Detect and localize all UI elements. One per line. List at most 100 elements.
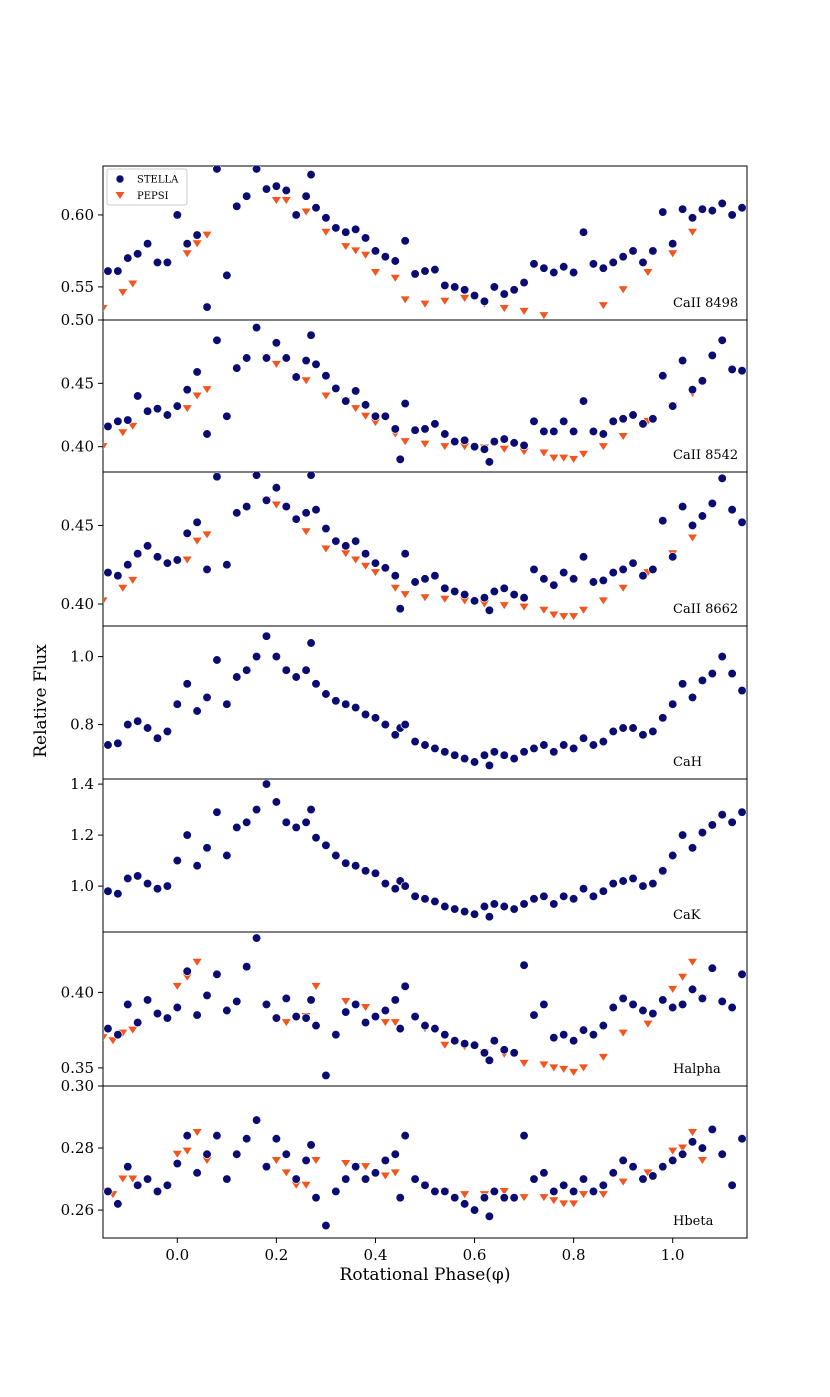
stella-point: [568, 894, 579, 904]
pepsi-point: [118, 429, 128, 437]
stella-point: [628, 873, 638, 884]
stella-point: [192, 1168, 202, 1178]
stella-point: [192, 367, 202, 377]
panel: 0.40 0.45 0.50 CaII 8542: [61, 311, 748, 473]
stella-point: [539, 740, 549, 750]
stella-point: [479, 901, 490, 912]
stella-point: [251, 166, 262, 174]
stella-point: [489, 747, 500, 757]
stella-point: [687, 1137, 698, 1147]
stella-point: [395, 1023, 405, 1034]
stella-point: [281, 185, 291, 196]
stella-point: [677, 204, 688, 214]
stella-point: [162, 1013, 173, 1023]
stella-point: [588, 1186, 599, 1197]
stella-point: [380, 1005, 391, 1016]
stella-point: [123, 560, 133, 570]
stella-point: [559, 416, 569, 426]
stella-point: [737, 685, 747, 696]
stella-point: [618, 993, 628, 1004]
stella-point: [697, 511, 708, 521]
stella-point: [450, 436, 460, 447]
pepsi-point: [618, 286, 628, 294]
pepsi-point: [559, 613, 569, 621]
stella-point: [172, 555, 182, 565]
stella-point: [484, 760, 495, 771]
stella-point: [360, 400, 371, 410]
stella-point: [133, 549, 143, 559]
stella-point: [707, 820, 717, 830]
stella-point: [271, 1134, 282, 1144]
stella-point: [440, 901, 450, 912]
stella-point: [430, 571, 440, 581]
stella-point: [182, 239, 192, 249]
stella-point: [459, 589, 470, 600]
stella-point: [588, 426, 599, 437]
pepsi-point: [128, 1026, 138, 1034]
y-tick-label: 0.35: [61, 1059, 94, 1077]
stella-point: [123, 873, 133, 884]
stella-point: [341, 699, 351, 709]
stella-point: [331, 383, 341, 394]
stella-point: [450, 1193, 460, 1203]
pepsi-point: [103, 304, 108, 312]
stella-point: [668, 850, 678, 861]
stella-point: [113, 1199, 123, 1209]
stella-point: [261, 353, 272, 363]
pepsi-point: [643, 1020, 653, 1028]
y-axis-label: Relative Flux: [31, 644, 51, 758]
stella-point: [568, 267, 579, 278]
stella-point: [281, 501, 291, 512]
stella-point: [568, 574, 579, 584]
stella-point: [212, 1130, 222, 1141]
pepsi-point: [499, 304, 509, 312]
pepsi-point: [311, 1156, 321, 1164]
stella-point: [321, 840, 331, 850]
stella-point: [578, 1174, 589, 1184]
stella-point: [529, 259, 539, 269]
stella-point: [400, 981, 410, 992]
stella-point: [410, 1174, 420, 1184]
stella-point: [539, 999, 549, 1010]
stella-point: [578, 733, 589, 743]
stella-point: [559, 740, 569, 750]
stella-point: [113, 571, 123, 581]
stella-point: [360, 1174, 371, 1184]
pepsi-point: [192, 1129, 202, 1137]
stella-point: [737, 203, 747, 213]
panel-points: [103, 472, 747, 621]
pepsi-point: [390, 584, 400, 592]
stella-point: [321, 213, 331, 223]
pepsi-point: [618, 1029, 628, 1037]
stella-point: [430, 896, 440, 907]
pepsi-point: [192, 240, 202, 248]
x-tick-label: 0.6: [463, 1246, 487, 1264]
y-tick-label: 0.45: [61, 516, 94, 534]
stella-point: [469, 1205, 480, 1215]
stella-point: [162, 1180, 173, 1190]
stella-point: [261, 495, 272, 505]
stella-point: [142, 995, 153, 1005]
panel-points: [103, 779, 747, 922]
stella-point: [350, 702, 361, 713]
stella-point: [499, 434, 509, 444]
stella-point: [598, 429, 608, 439]
stella-point: [390, 1149, 400, 1159]
y-tick-label: 0.45: [61, 374, 94, 392]
pepsi-point: [559, 454, 569, 462]
stella-point: [519, 440, 529, 451]
stella-point: [479, 1048, 490, 1058]
y-tick-label: 0.40: [61, 595, 94, 613]
stella-point: [469, 596, 480, 606]
stella-point: [306, 169, 316, 180]
pepsi-point: [559, 1200, 569, 1208]
stella-point: [529, 1174, 539, 1184]
pepsi-point: [271, 501, 281, 509]
stella-point: [271, 1013, 282, 1023]
stella-point: [390, 995, 400, 1005]
stella-point: [519, 593, 529, 603]
stella-point: [113, 416, 123, 426]
stella-point: [598, 886, 608, 896]
stella-point: [350, 224, 361, 234]
legend-pepsi-label: PEPSI: [137, 191, 169, 202]
